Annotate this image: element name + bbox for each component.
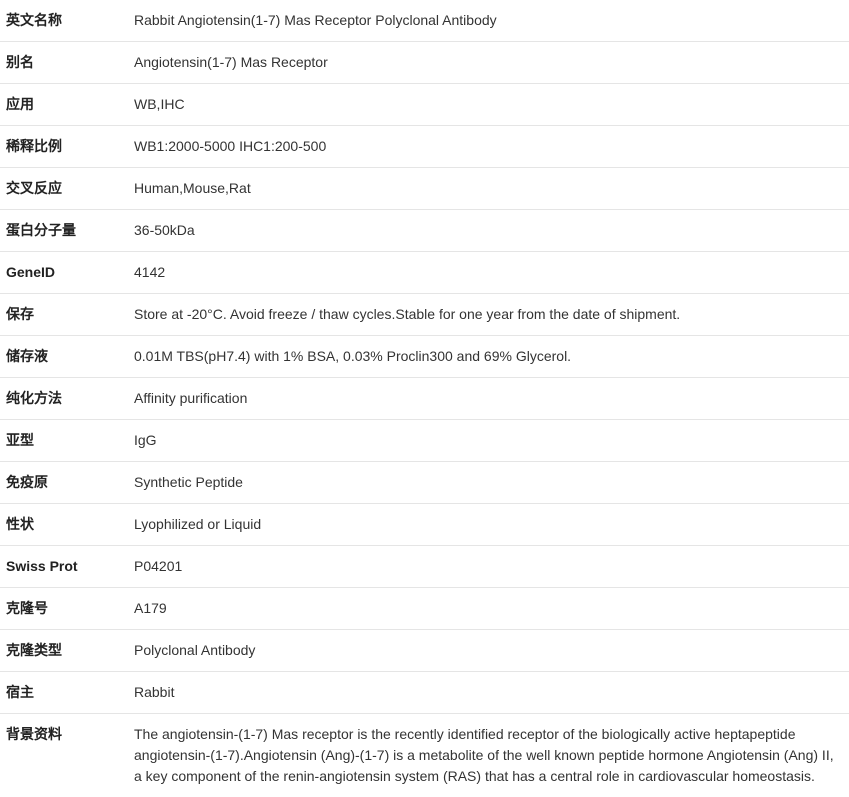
table-row: Swiss ProtP04201 bbox=[0, 546, 849, 588]
spec-label: 克隆类型 bbox=[0, 630, 128, 672]
spec-label: 英文名称 bbox=[0, 0, 128, 42]
spec-label: 蛋白分子量 bbox=[0, 210, 128, 252]
table-row: 背景资料The angiotensin-(1-7) Mas receptor i… bbox=[0, 714, 849, 797]
spec-value: Angiotensin(1-7) Mas Receptor bbox=[128, 42, 849, 84]
table-row: GeneID4142 bbox=[0, 252, 849, 294]
spec-label: 性状 bbox=[0, 504, 128, 546]
spec-label: 交叉反应 bbox=[0, 168, 128, 210]
spec-value: Store at -20°C. Avoid freeze / thaw cycl… bbox=[128, 294, 849, 336]
spec-value: Lyophilized or Liquid bbox=[128, 504, 849, 546]
spec-label: 克隆号 bbox=[0, 588, 128, 630]
table-row: 交叉反应Human,Mouse,Rat bbox=[0, 168, 849, 210]
spec-label: 保存 bbox=[0, 294, 128, 336]
table-row: 应用WB,IHC bbox=[0, 84, 849, 126]
spec-label: 稀释比例 bbox=[0, 126, 128, 168]
table-row: 免疫原Synthetic Peptide bbox=[0, 462, 849, 504]
spec-table-body: 英文名称Rabbit Angiotensin(1-7) Mas Receptor… bbox=[0, 0, 849, 797]
table-row: 英文名称Rabbit Angiotensin(1-7) Mas Receptor… bbox=[0, 0, 849, 42]
spec-label: 应用 bbox=[0, 84, 128, 126]
table-row: 保存Store at -20°C. Avoid freeze / thaw cy… bbox=[0, 294, 849, 336]
spec-value: Rabbit Angiotensin(1-7) Mas Receptor Pol… bbox=[128, 0, 849, 42]
spec-value: Affinity purification bbox=[128, 378, 849, 420]
spec-value: Polyclonal Antibody bbox=[128, 630, 849, 672]
table-row: 稀释比例WB1:2000-5000 IHC1:200-500 bbox=[0, 126, 849, 168]
spec-value: A179 bbox=[128, 588, 849, 630]
spec-label: 纯化方法 bbox=[0, 378, 128, 420]
spec-label: 免疫原 bbox=[0, 462, 128, 504]
spec-label: 亚型 bbox=[0, 420, 128, 462]
spec-value: Human,Mouse,Rat bbox=[128, 168, 849, 210]
spec-value: P04201 bbox=[128, 546, 849, 588]
spec-value: 36-50kDa bbox=[128, 210, 849, 252]
spec-value: WB1:2000-5000 IHC1:200-500 bbox=[128, 126, 849, 168]
table-row: 亚型IgG bbox=[0, 420, 849, 462]
table-row: 蛋白分子量36-50kDa bbox=[0, 210, 849, 252]
spec-label: GeneID bbox=[0, 252, 128, 294]
spec-value: Synthetic Peptide bbox=[128, 462, 849, 504]
table-row: 纯化方法Affinity purification bbox=[0, 378, 849, 420]
table-row: 克隆类型Polyclonal Antibody bbox=[0, 630, 849, 672]
spec-value: Rabbit bbox=[128, 672, 849, 714]
table-row: 性状Lyophilized or Liquid bbox=[0, 504, 849, 546]
product-spec-table: 英文名称Rabbit Angiotensin(1-7) Mas Receptor… bbox=[0, 0, 849, 797]
spec-label: 别名 bbox=[0, 42, 128, 84]
spec-value: 4142 bbox=[128, 252, 849, 294]
spec-value: WB,IHC bbox=[128, 84, 849, 126]
spec-label: Swiss Prot bbox=[0, 546, 128, 588]
table-row: 别名Angiotensin(1-7) Mas Receptor bbox=[0, 42, 849, 84]
table-row: 克隆号A179 bbox=[0, 588, 849, 630]
table-row: 储存液0.01M TBS(pH7.4) with 1% BSA, 0.03% P… bbox=[0, 336, 849, 378]
spec-label: 背景资料 bbox=[0, 714, 128, 797]
spec-value: The angiotensin-(1-7) Mas receptor is th… bbox=[128, 714, 849, 797]
spec-label: 储存液 bbox=[0, 336, 128, 378]
spec-value: 0.01M TBS(pH7.4) with 1% BSA, 0.03% Proc… bbox=[128, 336, 849, 378]
table-row: 宿主Rabbit bbox=[0, 672, 849, 714]
spec-label: 宿主 bbox=[0, 672, 128, 714]
spec-value: IgG bbox=[128, 420, 849, 462]
